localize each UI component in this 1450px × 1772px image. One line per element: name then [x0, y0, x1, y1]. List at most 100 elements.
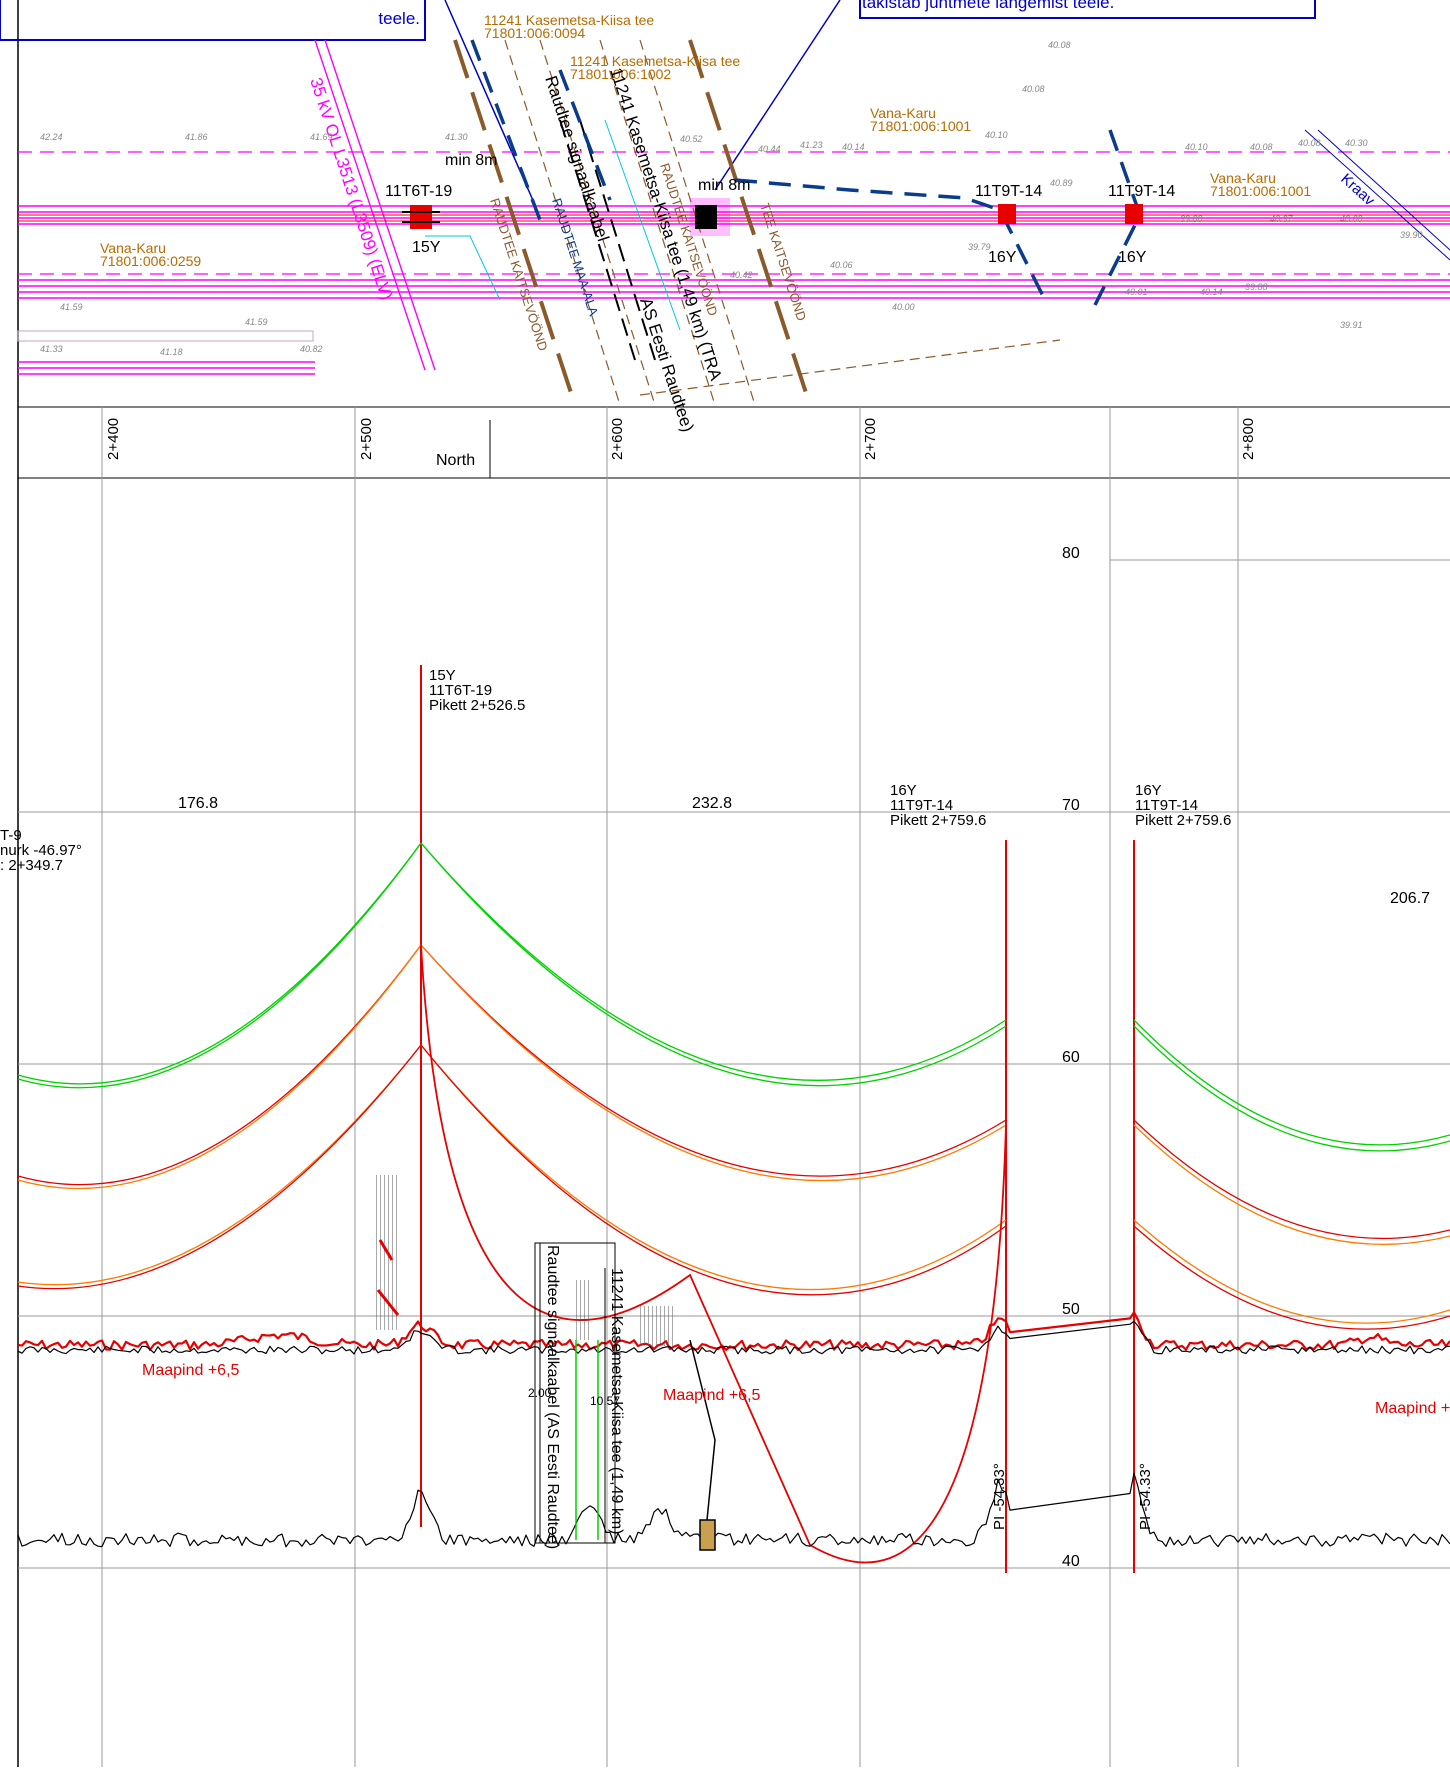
svg-text:11T9T-14: 11T9T-14	[1135, 797, 1198, 814]
spot-elevation: 40.10	[985, 130, 1008, 140]
parcel-labels: 11241 Kasemetsa-Kiisa tee 71801:006:0094…	[100, 12, 1311, 269]
crossing-road-label: 11241 Kasemetsa-Kiisa tee (1,49 km)	[608, 1268, 625, 1535]
railway-protection-zone	[453, 39, 812, 406]
station-2400: 2+400	[105, 418, 122, 460]
spot-elevation: 40.06	[830, 260, 853, 270]
ground-profiles	[17, 1311, 1450, 1548]
spot-elevation: 40.01	[1125, 287, 1148, 297]
spot-elevation: 40.52	[680, 134, 703, 144]
svg-text:11241 Kasemetsa-Kiisa tee: 11241 Kasemetsa-Kiisa tee	[570, 53, 740, 69]
profile-view: 80 70 60 50 40 176.8 232.8 206.7 T-9 nur…	[0, 545, 1450, 1573]
spot-elevation: 40.10	[1185, 142, 1208, 152]
pi-label-a: PI -54.33°	[991, 1463, 1008, 1530]
svg-text:71801:006:1001: 71801:006:1001	[1210, 183, 1311, 199]
span-b: 232.8	[692, 795, 732, 812]
elev-40: 40	[1062, 1553, 1080, 1570]
spot-elevation: 40.08	[1048, 40, 1071, 50]
tree-hatch-3	[640, 1306, 675, 1346]
catenaries	[17, 842, 1450, 1564]
spot-elevation: 41.23	[800, 140, 823, 150]
span-c: 206.7	[1390, 890, 1430, 907]
station-2500: 2+500	[358, 418, 375, 460]
parcel-strip	[17, 330, 314, 342]
spot-elevation: 41.59	[60, 302, 83, 312]
spot-elevation: 40.30	[1345, 138, 1368, 148]
elevation-grid	[18, 559, 1450, 1569]
leader-right	[714, 0, 841, 191]
note-right-text: takistab juhtmete langemist teele.	[862, 0, 1114, 12]
svg-text:Pikett 2+759.6: Pikett 2+759.6	[1135, 812, 1231, 829]
elev-80: 80	[1062, 545, 1080, 562]
svg-text:11241 Kasemetsa-Kiisa tee: 11241 Kasemetsa-Kiisa tee	[484, 12, 654, 28]
station-2800: 2+800	[1240, 418, 1257, 460]
spot-elevation: 39.91	[1340, 320, 1363, 330]
spot-elevation: 39.88	[1245, 282, 1268, 292]
spot-elevation: 39.90	[1400, 230, 1423, 240]
svg-text:11T9T-14: 11T9T-14	[890, 797, 953, 814]
spot-elevation: 41.18	[160, 347, 183, 357]
spot-elevation: 40.82	[300, 344, 323, 354]
svg-text:16Y: 16Y	[890, 782, 917, 799]
span-a: 176.8	[178, 795, 218, 812]
crossing-boxes	[534, 1242, 616, 1544]
pole-info: T-9 nurk -46.97° : 2+349.7 15Y 11T6T-19 …	[0, 667, 1231, 874]
svg-text:T-9: T-9	[0, 827, 22, 844]
y16b-label: 16Y	[1118, 249, 1147, 266]
svg-text:15Y: 15Y	[429, 667, 456, 684]
spot-elevation: 40.89	[1050, 178, 1073, 188]
spot-elevation: 40.08	[1340, 214, 1363, 224]
svg-text:Pikett 2+759.6: Pikett 2+759.6	[890, 812, 986, 829]
clearance-b: 10.57	[590, 1394, 620, 1408]
pole-label-19: 11T6T-19	[385, 183, 452, 200]
y15-label: 15Y	[412, 239, 441, 256]
rail-lines	[559, 119, 656, 361]
note-left-text: teele.	[378, 9, 420, 28]
svg-text:71801:006:0094: 71801:006:0094	[484, 25, 585, 41]
row-boundaries	[18, 151, 1450, 275]
spot-elevation: 39.79	[968, 242, 991, 252]
spot-elevation: 40.37	[1270, 214, 1294, 224]
spot-elevation: 40.00	[892, 302, 915, 312]
min8-left: min 8m	[445, 152, 497, 169]
min8-right: min 8m	[698, 177, 750, 194]
clearance-green	[575, 1340, 599, 1540]
spot-elevation: 42.24	[40, 132, 63, 142]
pole-crossing	[690, 198, 730, 236]
y16a-label: 16Y	[988, 249, 1017, 266]
spot-elevations: 42.24 41.86 41.69 41.30 40.52 40.44 40.14 40.08…	[40, 40, 1423, 357]
pole-11T9T-14-a	[998, 204, 1016, 224]
spot-elevation: 40.08	[1298, 138, 1321, 148]
pole-11T9T-14-b	[1125, 204, 1143, 224]
pole-label-14b: 11T9T-14	[1108, 183, 1175, 200]
svg-text:Vana-Karu: Vana-Karu	[100, 240, 166, 256]
elev-60: 60	[1062, 1049, 1080, 1066]
svg-text:nurk -46.97°: nurk -46.97°	[0, 842, 82, 859]
conductor-lines	[18, 214, 1450, 222]
road-boundaries	[504, 39, 1061, 406]
svg-text:Pikett 2+526.5: Pikett 2+526.5	[429, 697, 525, 714]
svg-text:71801:006:1002: 71801:006:1002	[570, 66, 671, 82]
pole-label-14a: 11T9T-14	[975, 183, 1042, 200]
elev-70: 70	[1062, 797, 1080, 814]
excavator-icon	[689, 1339, 716, 1551]
svg-text:16Y: 16Y	[1135, 782, 1162, 799]
svg-text:11T6T-19: 11T6T-19	[429, 682, 492, 699]
north-label: North	[436, 452, 475, 469]
svg-text:71801:006:0259: 71801:006:0259	[100, 253, 201, 269]
spot-elevation: 41.30	[445, 132, 468, 142]
spot-elevation: 41.33	[40, 344, 63, 354]
tree-hatch-2	[573, 1280, 591, 1340]
ditch-lines	[1304, 129, 1450, 261]
signal-cable	[425, 119, 681, 331]
spot-elevation: 41.59	[245, 317, 268, 327]
svg-text:: 2+349.7: : 2+349.7	[0, 857, 63, 874]
spot-elevation: 41.69	[310, 132, 333, 142]
spot-elevation: 40.44	[758, 144, 781, 154]
station-band: 2+400 2+500 2+600 2+700 2+800 North	[101, 407, 1257, 1767]
overhead-lines	[18, 39, 1450, 375]
note-box-left	[0, 0, 426, 41]
station-2600: 2+600	[609, 418, 626, 460]
